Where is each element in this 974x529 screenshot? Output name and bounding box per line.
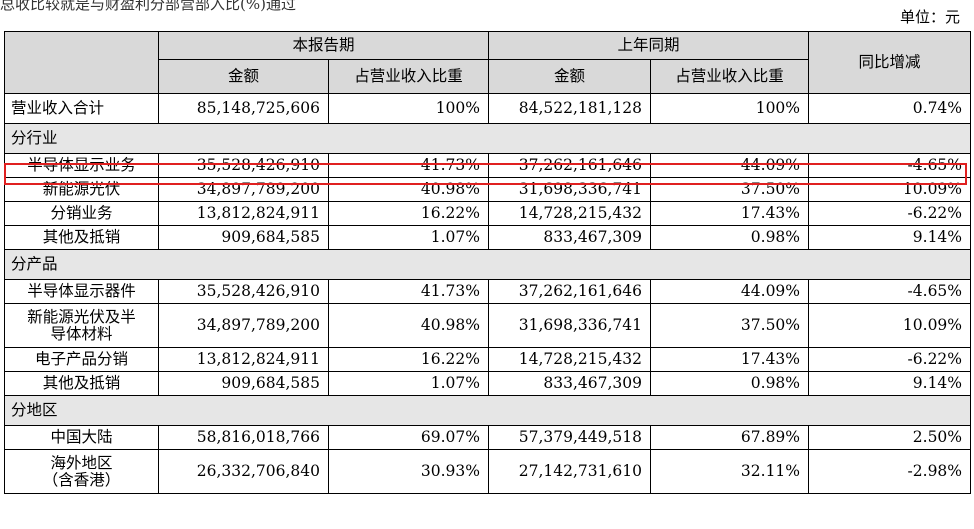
prior-ratio: 44.09% [650, 279, 810, 304]
row-label-line: 新能源光伏及半 [27, 307, 136, 326]
current-amount: 35,528,426,910 [158, 153, 329, 178]
current-ratio: 30.93% [327, 449, 490, 494]
current-ratio: 1.07% [327, 225, 490, 250]
prior-amount: 833,467,309 [488, 225, 652, 250]
current-amount: 13,812,824,911 [158, 201, 329, 226]
table-row: 半导体显示器件 35,528,426,910 41.73% 37,262,161… [4, 279, 972, 304]
current-ratio: 41.73% [327, 279, 490, 304]
row-label: 电子产品分销 [4, 347, 159, 372]
header-yoy: 同比增减 [808, 31, 972, 94]
row-label-line: 海外地区 [50, 453, 113, 472]
row-label: 营业收入合计 [4, 93, 159, 124]
row-label-line: 导体材料 [50, 324, 113, 343]
row-label: 半导体显示业务 [4, 153, 159, 178]
yoy-change: 9.14% [808, 225, 972, 250]
yoy-change: 9.14% [808, 371, 972, 396]
header-amount: 金额 [158, 59, 329, 94]
section-row: 分行业 [3, 123, 972, 154]
prior-amount: 31,698,336,741 [488, 303, 652, 348]
yoy-change: -6.22% [808, 201, 972, 226]
row-label: 半导体显示器件 [4, 279, 159, 304]
prior-amount: 57,379,449,518 [488, 425, 652, 450]
row-label: 新能源光伏及半 导体材料 [4, 303, 159, 348]
current-ratio: 69.07% [327, 425, 490, 450]
current-amount: 35,528,426,910 [158, 279, 329, 304]
current-amount: 13,812,824,911 [158, 347, 329, 372]
prior-ratio: 17.43% [650, 201, 810, 226]
prior-ratio: 0.98% [650, 371, 810, 396]
prior-ratio: 100% [650, 93, 810, 124]
revenue-breakdown-table: 本报告期 上年同期 同比增减 金额 占营业收入比重 金额 占营业收入比重 营业收… [3, 31, 972, 494]
table-row: 海外地区 （含香港） 26,332,706,840 30.93% 27,142,… [4, 449, 972, 494]
yoy-change: 10.09% [808, 303, 972, 348]
cut-off-caption: 总收比较就是与财盈利分部营部入比(%)通过 [0, 0, 296, 13]
row-label: 海外地区 （含香港） [4, 449, 159, 494]
table-row: 新能源光伏及半 导体材料 34,897,789,200 40.98% 31,69… [4, 303, 972, 348]
prior-amount: 84,522,181,128 [488, 93, 652, 124]
yoy-change: 2.50% [808, 425, 972, 450]
prior-amount: 27,142,731,610 [488, 449, 652, 494]
prior-ratio: 17.43% [650, 347, 810, 372]
row-label: 中国大陆 [4, 425, 159, 450]
unit-label: 单位：元 [899, 8, 960, 26]
current-ratio: 41.73% [327, 153, 490, 178]
section-industry: 分行业 [3, 123, 972, 154]
current-ratio: 100% [327, 93, 490, 124]
yoy-change: -4.65% [808, 153, 972, 178]
table-row: 其他及抵销 909,684,585 1.07% 833,467,309 0.98… [4, 225, 972, 250]
header-current-period: 本报告期 [157, 31, 490, 60]
table-row: 分销业务 13,812,824,911 16.22% 14,728,215,43… [4, 201, 972, 226]
section-region: 分地区 [3, 395, 972, 426]
yoy-change: -2.98% [808, 449, 972, 494]
prior-amount: 37,262,161,646 [488, 153, 652, 178]
prior-ratio: 37.50% [650, 303, 810, 348]
prior-amount: 31,698,336,741 [488, 177, 652, 202]
header-ratio: 占营业收入比重 [650, 59, 810, 94]
table-row: 新能源光伏 34,897,789,200 40.98% 31,698,336,7… [4, 177, 972, 202]
current-amount: 58,816,018,766 [158, 425, 329, 450]
prior-ratio: 0.98% [650, 225, 810, 250]
section-row: 分地区 [3, 395, 972, 426]
prior-ratio: 44.09% [650, 153, 810, 178]
current-ratio: 40.98% [327, 303, 490, 348]
row-label-line: （含香港） [42, 470, 121, 489]
row-label: 其他及抵销 [4, 225, 159, 250]
current-amount: 909,684,585 [158, 371, 329, 396]
current-amount: 34,897,789,200 [158, 177, 329, 202]
prior-ratio: 32.11% [650, 449, 810, 494]
yoy-change: 0.74% [808, 93, 972, 124]
current-amount: 34,897,789,200 [158, 303, 329, 348]
header-ratio: 占营业收入比重 [327, 59, 490, 94]
yoy-change: -6.22% [808, 347, 972, 372]
prior-amount: 14,728,215,432 [488, 347, 652, 372]
prior-ratio: 37.50% [650, 177, 810, 202]
header-prior-period: 上年同期 [488, 31, 810, 60]
table-row: 半导体显示业务 35,528,426,910 41.73% 37,262,161… [4, 153, 972, 178]
current-ratio: 40.98% [327, 177, 490, 202]
row-label: 新能源光伏 [4, 177, 159, 202]
yoy-change: 10.09% [808, 177, 972, 202]
table-row-total: 营业收入合计 85,148,725,606 100% 84,522,181,12… [4, 93, 972, 124]
current-amount: 26,332,706,840 [158, 449, 329, 494]
yoy-change: -4.65% [808, 279, 972, 304]
prior-amount: 833,467,309 [488, 371, 652, 396]
row-label: 分销业务 [4, 201, 159, 226]
current-ratio: 16.22% [327, 201, 490, 226]
table-row: 电子产品分销 13,812,824,911 16.22% 14,728,215,… [4, 347, 972, 372]
header-amount: 金额 [488, 59, 652, 94]
prior-amount: 37,262,161,646 [488, 279, 652, 304]
prior-ratio: 67.89% [650, 425, 810, 450]
current-amount: 85,148,725,606 [158, 93, 329, 124]
table-row: 中国大陆 58,816,018,766 69.07% 57,379,449,51… [4, 425, 972, 450]
section-row: 分产品 [3, 249, 972, 280]
header-blank [4, 31, 159, 94]
current-ratio: 16.22% [327, 347, 490, 372]
table-row: 其他及抵销 909,684,585 1.07% 833,467,309 0.98… [4, 371, 972, 396]
section-product: 分产品 [3, 249, 972, 280]
row-label: 其他及抵销 [4, 371, 159, 396]
current-amount: 909,684,585 [158, 225, 329, 250]
prior-amount: 14,728,215,432 [488, 201, 652, 226]
current-ratio: 1.07% [327, 371, 490, 396]
